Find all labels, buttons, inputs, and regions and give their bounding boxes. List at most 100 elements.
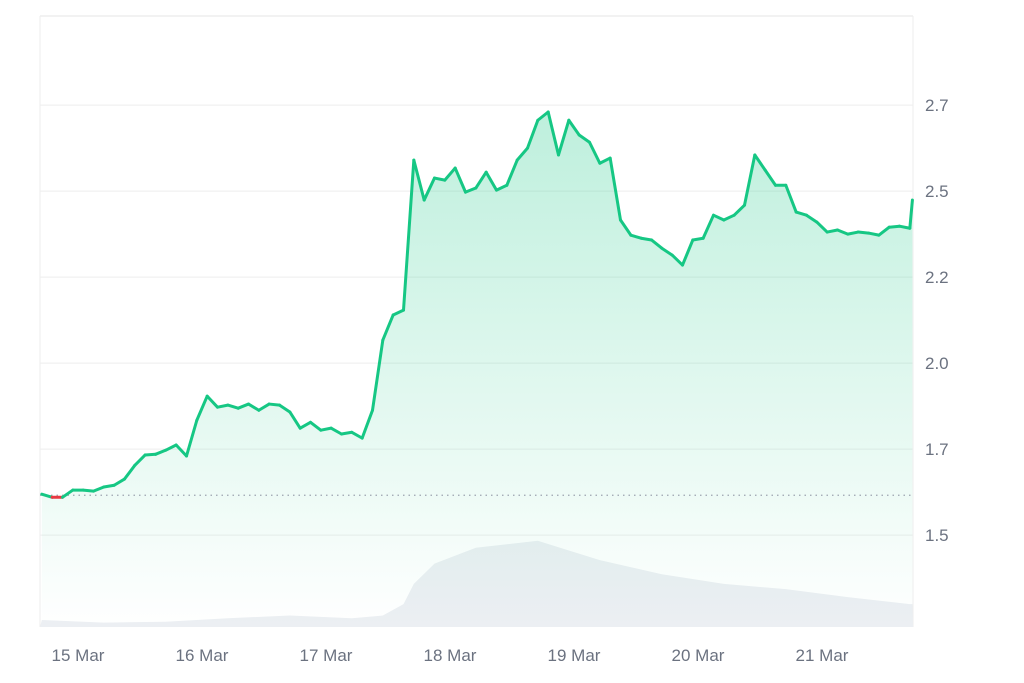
y-tick-label: 2.2	[925, 268, 949, 287]
price-line-segment	[526, 118, 540, 150]
x-tick-label: 17 Mar	[300, 646, 353, 665]
price-line-segment	[908, 198, 914, 230]
price-line-segment	[288, 410, 302, 430]
price-line-segment	[453, 166, 467, 194]
plot-frame	[39, 15, 914, 627]
price-line-segment	[598, 156, 612, 165]
price-line-segment	[133, 453, 147, 467]
x-tick-label: 21 Mar	[796, 646, 849, 665]
y-tick-label: 2.0	[925, 354, 949, 373]
price-line-segment	[877, 225, 891, 237]
price-line-segment	[629, 233, 643, 240]
price-line-segment	[247, 402, 261, 412]
price-line-segment	[360, 408, 374, 440]
price-line-segment	[112, 477, 126, 487]
y-tick-label: 2.5	[925, 182, 949, 201]
price-line-segment	[381, 313, 395, 342]
x-tick-label: 16 Mar	[176, 646, 229, 665]
x-axis: 15 Mar 16 Mar 17 Mar 18 Mar 19 Mar 20 Mar 21 M…	[52, 646, 849, 665]
price-fill	[41, 111, 913, 627]
price-line-segment	[856, 230, 870, 235]
price-line-segment	[143, 452, 157, 457]
price-line-segment	[495, 183, 509, 192]
price-line-segment	[536, 110, 550, 122]
price-line-segment	[61, 488, 75, 499]
price-line-segment	[443, 166, 457, 182]
x-tick-label: 15 Mar	[52, 646, 105, 665]
price-line-segment	[205, 394, 219, 409]
price-line-segment	[846, 230, 860, 236]
price-line-segment	[154, 448, 168, 456]
price-line-segment	[588, 140, 602, 165]
price-line-segment	[412, 158, 426, 202]
price-line-segment	[402, 158, 416, 312]
y-tick-label: 1.5	[925, 526, 949, 545]
price-line-segment	[815, 220, 829, 234]
x-tick-label: 18 Mar	[424, 646, 477, 665]
price-line-segment	[546, 110, 560, 157]
price-line-segment	[732, 203, 746, 217]
price-line-segment	[722, 213, 736, 222]
price-line-segment	[660, 246, 674, 257]
price-line-segment	[329, 426, 343, 436]
price-line-segment	[433, 176, 447, 182]
price-line-segment	[898, 224, 912, 230]
price-line-segment	[608, 156, 622, 222]
price-line-segment	[40, 492, 54, 499]
price-line-segment	[784, 183, 798, 214]
price-line-segment	[577, 133, 591, 144]
price-line-segment	[319, 426, 333, 432]
price-line-segment	[639, 236, 653, 242]
price-line-segment	[216, 403, 230, 409]
price-line-segment	[867, 231, 881, 237]
price-line-segment	[92, 485, 106, 493]
price-line-segment	[391, 308, 405, 317]
y-tick-label: 1.7	[925, 440, 949, 459]
price-line-segment	[474, 170, 488, 190]
price-line-segment	[836, 228, 850, 236]
price-line-segment	[309, 420, 323, 432]
price-line-segment	[825, 228, 839, 234]
y-tick-label: 2.7	[925, 96, 949, 115]
price-line-segment	[567, 118, 581, 137]
price-line-segment	[650, 238, 664, 250]
price-line-segment	[185, 418, 199, 458]
price-line-segment	[691, 236, 705, 242]
price-line-segment	[226, 403, 240, 410]
x-tick-label: 20 Mar	[672, 646, 725, 665]
price-line-segment	[701, 213, 715, 240]
price-line-segment	[557, 118, 571, 157]
x-tick-label: 19 Mar	[548, 646, 601, 665]
price-line-segment	[195, 394, 209, 422]
price-line-segment	[422, 176, 436, 202]
price-line-segment	[805, 213, 819, 224]
price-line-segment	[794, 210, 808, 217]
price-line-segment	[278, 403, 292, 414]
price-line-segment	[102, 483, 116, 489]
price-line-segment	[887, 224, 901, 229]
price-line-segment	[236, 402, 250, 410]
price-line-segment	[164, 443, 178, 452]
price-line-segment	[371, 338, 385, 412]
price-line-segment	[681, 238, 695, 267]
price-line-segment	[712, 213, 726, 222]
price-line-segment	[298, 420, 312, 430]
price-line-segment	[464, 186, 478, 194]
y-axis: 2.7 2.5 2.2 2.0 1.7 1.5	[925, 96, 949, 545]
price-line-segment	[763, 168, 777, 187]
price-series	[40, 110, 914, 627]
price-line-segment	[267, 402, 281, 407]
price-line-segment	[257, 402, 271, 412]
price-line-segment	[505, 158, 519, 187]
price-line-segment	[340, 430, 354, 436]
price-line-segment	[123, 463, 137, 481]
price-line-segment	[743, 153, 757, 207]
price-line-segment	[619, 218, 633, 237]
price-line-segment	[81, 488, 95, 493]
price-line-segment	[350, 430, 364, 440]
price-line-segment	[670, 253, 684, 267]
price-line-segment	[484, 170, 498, 192]
price-line-segment	[753, 153, 767, 172]
price-line-segment	[174, 443, 188, 458]
